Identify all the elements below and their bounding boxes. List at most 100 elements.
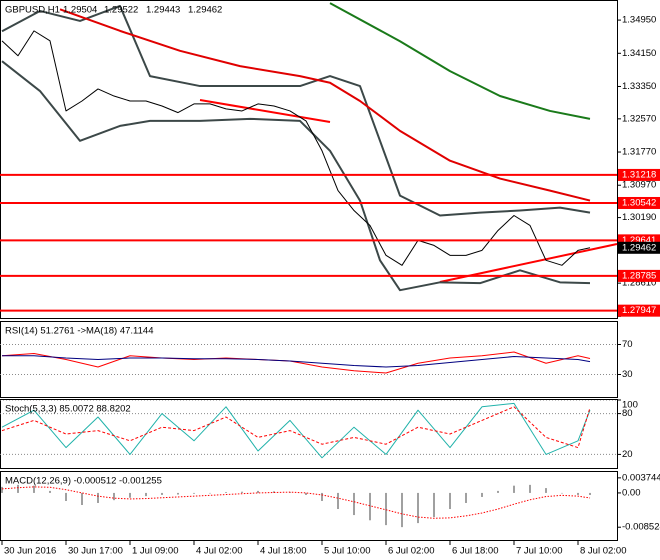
frames — [0, 0, 618, 541]
y-tick-label: 80 — [622, 408, 633, 419]
x-tick-label: 6 Jul 18:00 — [452, 546, 498, 557]
histogram-bar — [401, 492, 403, 528]
histogram-bar — [545, 488, 547, 493]
x-tick-label: 1 Jul 09:00 — [132, 546, 178, 557]
level-label-box — [618, 304, 660, 317]
histogram-bar — [81, 492, 83, 505]
histogram-bar — [225, 492, 227, 493]
y-tick-label: 1.28610 — [622, 278, 656, 289]
x-tick-label: 30 Jun 17:00 — [68, 546, 123, 557]
trend-line — [199, 99, 331, 123]
histogram-bar — [529, 484, 531, 493]
y-tick-label: 1.31770 — [622, 147, 656, 158]
y-tick-label: 1.32570 — [622, 113, 656, 124]
histogram-bar — [17, 484, 19, 493]
histogram-bar — [497, 490, 499, 493]
series-line — [2, 355, 591, 368]
y-tick-label: 0.00 — [622, 487, 641, 498]
panel-title: GBPUSD,H1 — [5, 5, 60, 16]
ohlc-value: 1.29443 — [146, 5, 180, 16]
y-tick-label: 1.30190 — [622, 212, 656, 223]
level-label: 1.29641 — [622, 235, 656, 246]
histogram-bar — [193, 492, 195, 494]
histogram-bar — [577, 492, 579, 495]
histogram-bar — [385, 492, 387, 526]
histogram-bar — [305, 492, 307, 495]
y-tick-label: -0.008524 — [622, 522, 660, 533]
histogram-bar — [161, 492, 163, 495]
series-line — [1, 60, 591, 292]
histogram-bar — [65, 492, 67, 501]
level-label-box — [618, 168, 660, 181]
histogram-bar — [49, 490, 51, 493]
histogram-bar — [369, 492, 371, 521]
stoch-panel — [0, 399, 618, 469]
series-line — [1, 4, 591, 217]
histogram-bar — [1, 486, 3, 493]
x-tick-label: 30 Jun 2016 — [4, 546, 56, 557]
rsi-panel — [0, 321, 618, 398]
histogram-bar — [561, 492, 563, 494]
current-price-label: 1.29462 — [622, 242, 656, 253]
histogram-bar — [257, 490, 259, 493]
histogram-bar — [433, 492, 435, 518]
series-line — [1, 406, 591, 449]
series-line — [329, 2, 591, 120]
y-tick-label: 100 — [622, 400, 638, 411]
macd-panel — [0, 471, 618, 541]
series-line — [59, 8, 591, 202]
series-line — [1, 351, 591, 374]
ohlc-value: 1.29462 — [188, 5, 222, 16]
series-line — [1, 486, 591, 519]
panel-title: MACD(12,26,9) -0.000512 -0.001255 — [5, 476, 162, 487]
histogram-bar — [417, 492, 419, 524]
ohlc-value: 1.29504 — [63, 5, 97, 16]
plot-area — [1, 484, 591, 528]
y-tick-label: 1.34950 — [622, 15, 656, 26]
histogram-bar — [113, 492, 115, 501]
x-tick-label: 7 Jul 10:00 — [516, 546, 562, 557]
histogram-bar — [177, 492, 179, 495]
histogram-bar — [465, 492, 467, 503]
x-tick-label: 5 Jul 10:00 — [324, 546, 370, 557]
y-tick-label: 70 — [622, 339, 633, 350]
y-tick-label: 20 — [622, 449, 633, 460]
level-label: 1.30542 — [622, 197, 656, 208]
panel-title: Stoch(5,3,3) 85.0072 88.8202 — [5, 404, 131, 415]
x-tick-label: 8 Jul 02:00 — [580, 546, 626, 557]
histogram-bar — [241, 491, 243, 493]
histogram-bar — [353, 492, 355, 516]
histogram-bar — [209, 492, 211, 494]
level-label: 1.27947 — [622, 305, 656, 316]
y-tick-label: 30 — [622, 369, 633, 380]
x-tick-label: 6 Jul 02:00 — [388, 546, 434, 557]
price-panel — [0, 0, 618, 319]
series-line — [1, 402, 591, 459]
histogram-bar — [513, 485, 515, 493]
level-label: 1.28785 — [622, 270, 656, 281]
x-tick-label: 4 Jul 18:00 — [260, 546, 306, 557]
y-tick-label: 0.003744 — [622, 472, 660, 483]
plot-area — [0, 400, 617, 459]
level-label-box — [618, 269, 660, 282]
histogram-bar — [321, 492, 323, 501]
level-label-box — [618, 196, 660, 209]
histogram-bar — [145, 492, 147, 497]
histogram-bar — [129, 492, 131, 498]
level-label: 1.31218 — [622, 169, 656, 180]
current-price-box — [618, 241, 660, 254]
y-tick-label: 1.34150 — [622, 48, 656, 59]
x-tick-label: 4 Jul 02:00 — [196, 546, 242, 557]
histogram-bar — [589, 492, 591, 495]
plot-area — [0, 344, 617, 375]
y-tick-label: 1.33350 — [622, 81, 656, 92]
plot-area — [0, 2, 617, 312]
y-tick-label: 1.30970 — [622, 180, 656, 191]
histogram-bar — [97, 492, 99, 503]
histogram-bar — [481, 492, 483, 497]
series-line — [1, 30, 591, 266]
ohlc-value: 1.29522 — [104, 5, 138, 16]
histogram-bar — [449, 492, 451, 510]
